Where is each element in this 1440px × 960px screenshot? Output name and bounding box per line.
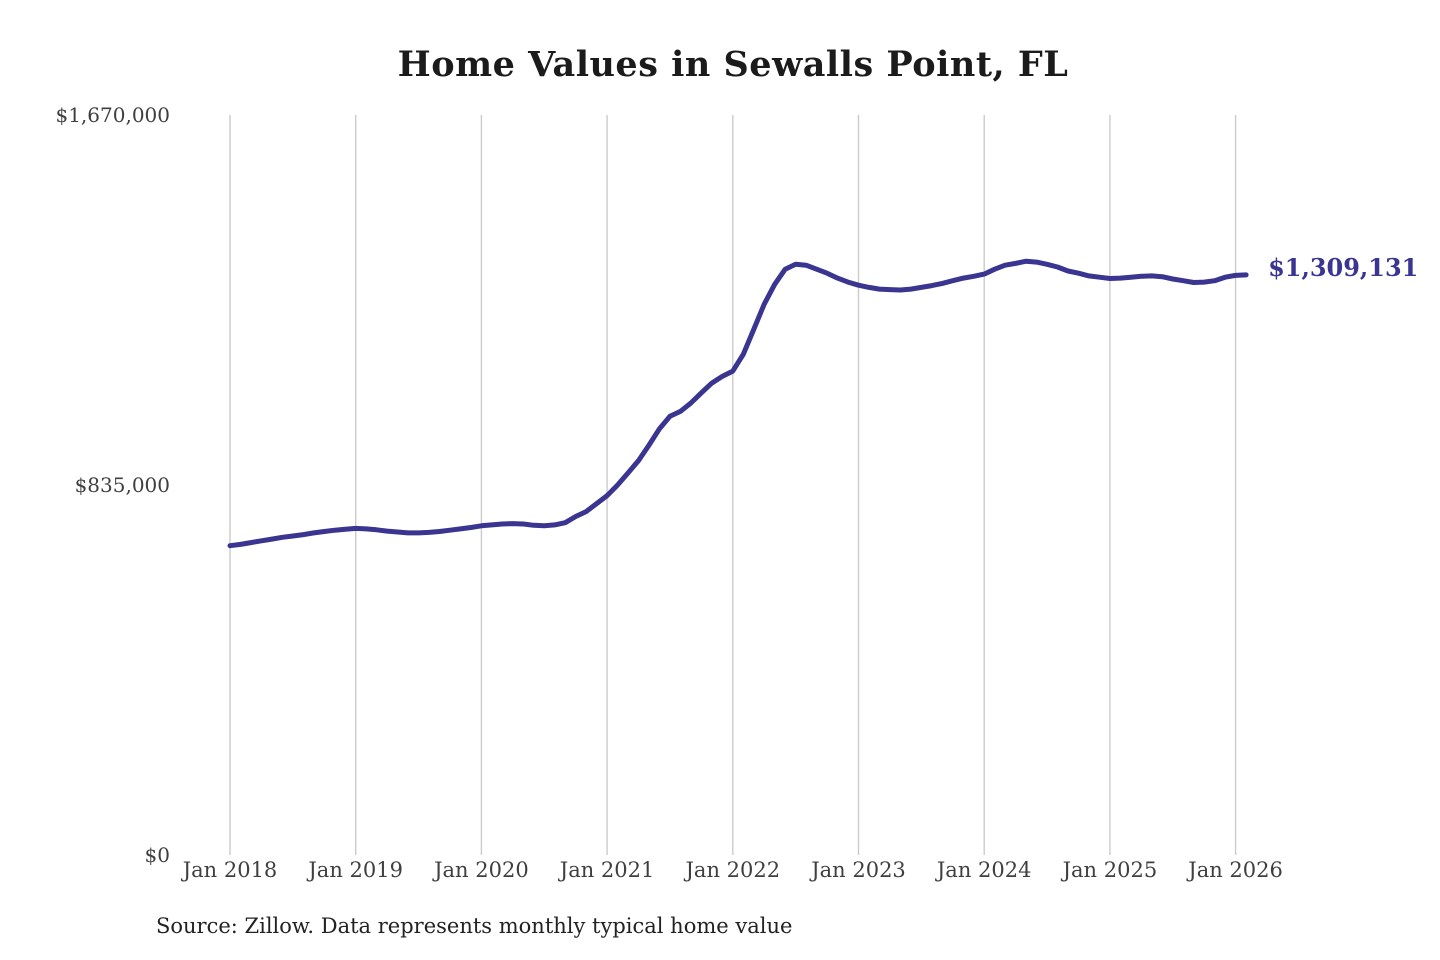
home-value-line <box>227 258 1249 549</box>
latest-value-label: $1,309,131 <box>1268 252 1419 282</box>
source-note: Source: Zillow. Data represents monthly … <box>156 914 793 938</box>
chart-title: Home Values in Sewalls Point, FL <box>397 44 1069 85</box>
